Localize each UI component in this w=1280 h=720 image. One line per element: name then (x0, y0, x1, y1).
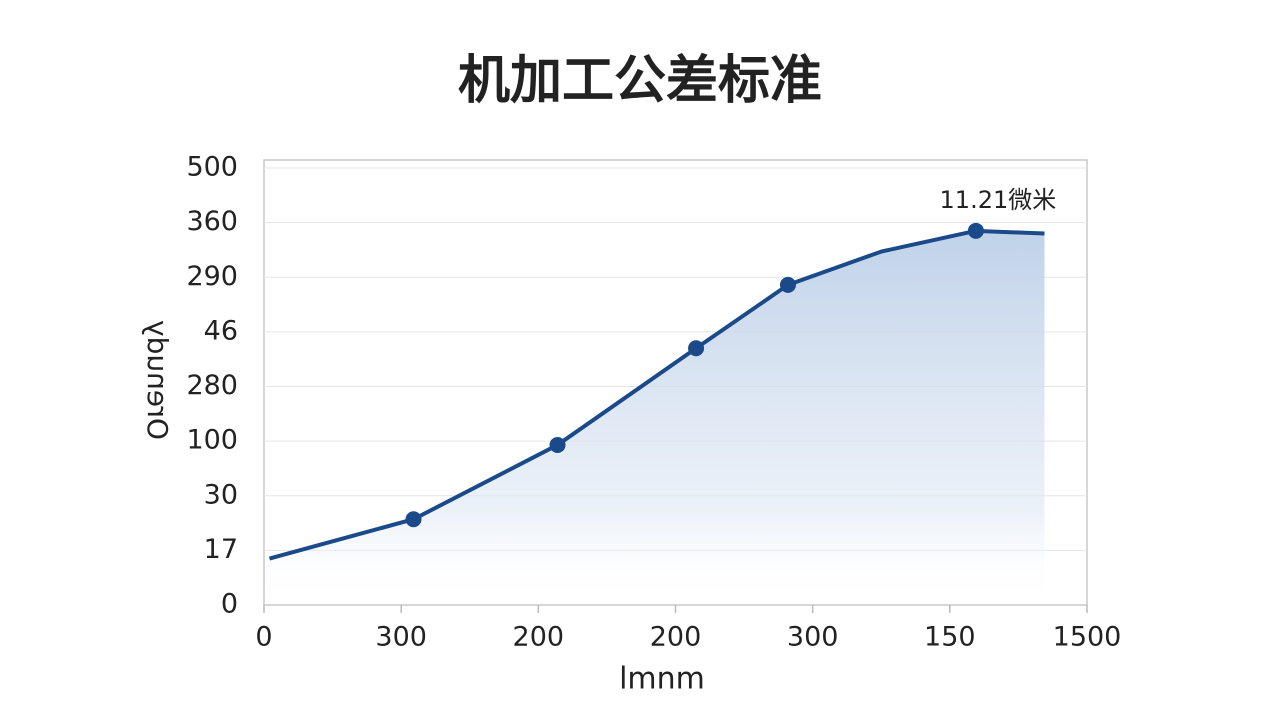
marker (405, 511, 422, 528)
marker (688, 340, 705, 357)
y-tick-label: 30 (204, 479, 238, 510)
x-tick-label: 300 (787, 622, 839, 653)
y-tick-label: 17 (204, 534, 238, 565)
y-tick-label: 360 (186, 206, 238, 237)
y-tick-label: 100 (186, 425, 238, 456)
area (269, 230, 1045, 605)
marker (549, 436, 566, 453)
y-tick-label: 500 (186, 152, 238, 183)
y-axis-label: Orenudy (141, 320, 174, 440)
x-tick-label: 200 (650, 622, 702, 653)
line (268, 228, 1045, 561)
marker (779, 276, 796, 293)
y-tick-label: 280 (186, 370, 238, 401)
x-tick-label: 0 (255, 622, 272, 653)
x-axis-label: lmnm (619, 662, 705, 697)
marker (967, 222, 984, 239)
y-tick-label: 290 (186, 261, 238, 292)
y-tick-label: 0 (221, 589, 238, 620)
annotation: 11.21微米 (940, 186, 1057, 214)
x-tick-label: 300 (375, 622, 427, 653)
x-tick-label: 1500 (1053, 622, 1122, 653)
x-tick-label: 200 (513, 622, 565, 653)
x-tick-label: 150 (924, 622, 976, 653)
chart-title: 机加工公差标准 (458, 51, 822, 111)
y-tick-label: 46 (204, 315, 238, 346)
